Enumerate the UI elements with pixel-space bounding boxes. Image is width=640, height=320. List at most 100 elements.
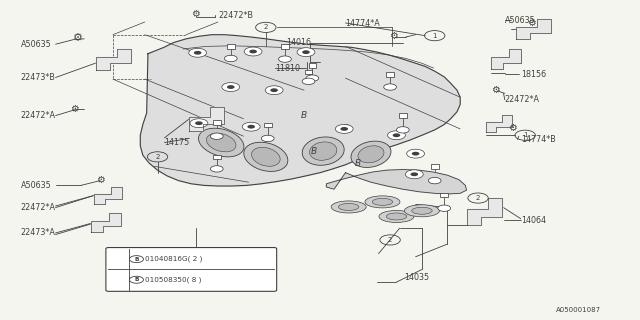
Polygon shape <box>326 170 467 194</box>
Text: B: B <box>134 257 139 262</box>
Circle shape <box>412 152 419 156</box>
Circle shape <box>335 124 353 133</box>
Circle shape <box>225 55 237 62</box>
Circle shape <box>302 50 310 54</box>
Ellipse shape <box>339 204 359 211</box>
Text: 22472*B: 22472*B <box>218 11 253 20</box>
Polygon shape <box>94 187 122 204</box>
Circle shape <box>406 149 424 158</box>
Polygon shape <box>91 213 121 232</box>
Polygon shape <box>140 35 460 186</box>
Polygon shape <box>189 107 225 131</box>
Ellipse shape <box>387 213 406 220</box>
Text: ⚙: ⚙ <box>508 123 517 133</box>
Circle shape <box>211 133 223 140</box>
Bar <box>213 155 221 159</box>
Circle shape <box>227 85 235 89</box>
Text: B: B <box>301 111 307 120</box>
Text: 1: 1 <box>523 132 527 138</box>
Text: 1: 1 <box>433 33 437 39</box>
Bar <box>213 120 221 125</box>
Text: 2: 2 <box>156 154 160 160</box>
Text: 14035: 14035 <box>164 249 189 258</box>
Text: ⚙: ⚙ <box>191 9 200 19</box>
Bar <box>264 123 271 127</box>
Circle shape <box>306 75 319 81</box>
Ellipse shape <box>372 198 393 205</box>
Circle shape <box>302 78 315 84</box>
Text: 22472*A: 22472*A <box>20 111 56 120</box>
Circle shape <box>278 56 291 62</box>
Text: B: B <box>355 159 362 168</box>
Text: A50635: A50635 <box>20 181 51 190</box>
Text: 1: 1 <box>116 256 121 262</box>
Bar <box>387 72 394 76</box>
Ellipse shape <box>365 196 400 208</box>
Ellipse shape <box>379 211 414 222</box>
Text: 14035: 14035 <box>404 273 429 282</box>
Text: B: B <box>310 147 317 156</box>
Text: 22472*A: 22472*A <box>505 95 540 104</box>
Text: 14774*A: 14774*A <box>346 19 380 28</box>
Ellipse shape <box>351 141 391 167</box>
Text: 22473*B: 22473*B <box>20 73 56 82</box>
Circle shape <box>405 170 423 179</box>
Text: 2: 2 <box>116 277 121 283</box>
Circle shape <box>410 172 418 176</box>
Bar <box>431 164 438 169</box>
Circle shape <box>297 48 315 57</box>
Bar <box>399 113 406 118</box>
Ellipse shape <box>198 128 244 157</box>
Circle shape <box>129 276 143 283</box>
Text: B: B <box>342 124 349 133</box>
Circle shape <box>244 47 262 56</box>
Bar <box>227 44 235 49</box>
Text: A50635: A50635 <box>505 16 536 25</box>
Text: 14175: 14175 <box>164 138 189 147</box>
Bar <box>281 44 289 49</box>
Bar <box>440 193 448 197</box>
Bar <box>305 69 312 74</box>
Ellipse shape <box>310 142 337 160</box>
Circle shape <box>194 51 202 55</box>
Polygon shape <box>467 198 502 225</box>
Circle shape <box>195 121 203 125</box>
Text: ⚙: ⚙ <box>73 33 83 43</box>
Text: B: B <box>134 277 139 282</box>
Text: A050001087: A050001087 <box>556 307 601 313</box>
Text: ⚙: ⚙ <box>70 104 79 114</box>
Circle shape <box>211 166 223 172</box>
Text: 22472*A: 22472*A <box>20 203 56 212</box>
Circle shape <box>247 125 255 129</box>
Polygon shape <box>96 49 131 69</box>
Circle shape <box>129 256 143 263</box>
Ellipse shape <box>358 146 384 163</box>
Text: 2: 2 <box>264 24 268 30</box>
Circle shape <box>438 205 451 212</box>
Circle shape <box>190 119 208 128</box>
Circle shape <box>396 127 409 133</box>
Circle shape <box>249 50 257 53</box>
Circle shape <box>189 48 207 57</box>
Ellipse shape <box>302 137 344 165</box>
Circle shape <box>265 86 283 95</box>
Ellipse shape <box>244 142 288 172</box>
Ellipse shape <box>331 201 366 213</box>
Text: 010508350( 8 ): 010508350( 8 ) <box>145 276 202 283</box>
Circle shape <box>384 84 396 90</box>
Text: 11810: 11810 <box>275 63 300 73</box>
Ellipse shape <box>207 133 236 152</box>
Circle shape <box>243 122 260 131</box>
Circle shape <box>388 131 405 140</box>
Circle shape <box>393 133 400 137</box>
Text: A50635: A50635 <box>20 40 51 49</box>
Text: ⚙: ⚙ <box>96 175 104 185</box>
Circle shape <box>340 127 348 131</box>
Ellipse shape <box>404 205 440 217</box>
Text: 14064: 14064 <box>521 216 546 225</box>
Text: 22473*A: 22473*A <box>20 228 56 237</box>
Ellipse shape <box>252 147 280 166</box>
Text: ⚙: ⚙ <box>389 31 397 41</box>
Text: 14016: 14016 <box>286 38 311 47</box>
Text: 2: 2 <box>388 237 392 243</box>
